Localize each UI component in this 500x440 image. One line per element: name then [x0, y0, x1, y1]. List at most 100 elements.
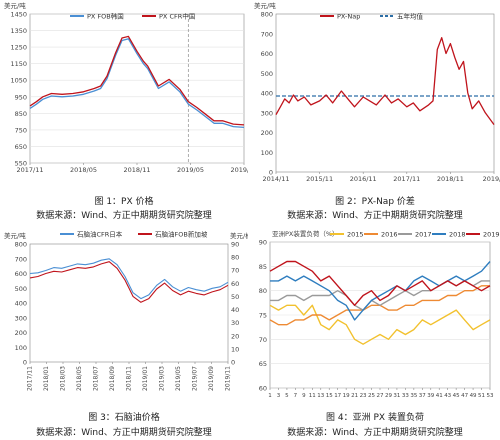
figure-1-caption: 图 1：PX 价格	[94, 197, 154, 207]
x-tick-label: 1	[268, 393, 272, 399]
y-right-tick-label: 10	[231, 345, 239, 353]
y-right-tick-label: 70	[231, 267, 239, 275]
x-tick-label: 13	[317, 393, 324, 399]
y-tick-label: 80	[259, 287, 267, 295]
y-tick-label: 0	[269, 169, 273, 177]
y-axis-unit: 美元/吨	[254, 1, 276, 10]
y-axis-unit: 美元/吨	[4, 231, 26, 240]
series-line-4	[269, 260, 491, 307]
x-tick-label: 45	[453, 393, 460, 399]
x-tick-label: 2016/11	[350, 175, 377, 183]
y-tick-label: 850	[15, 110, 27, 118]
y-tick-label: 300	[15, 314, 27, 322]
y-tick-label: 700	[15, 255, 27, 263]
x-tick-label: 39	[427, 393, 434, 399]
x-tick-label: 41	[436, 393, 443, 399]
y-tick-label: 300	[261, 109, 273, 117]
x-tick-label: 2019/1	[483, 175, 500, 183]
y-tick-label: 100	[261, 149, 273, 157]
y-tick-label: 600	[15, 270, 27, 278]
x-tick-label: 19	[343, 393, 350, 399]
legend-label: PX CFR中国	[159, 12, 195, 21]
y-right-axis-unit: 美元/桶	[230, 231, 248, 240]
y-tick-label: 500	[15, 285, 27, 293]
x-tick-label: 25	[368, 393, 375, 399]
x-tick-label: 49	[470, 393, 477, 399]
y-tick-label: 400	[261, 90, 273, 98]
series-line-0	[275, 37, 495, 125]
series-line-1	[29, 35, 245, 126]
plot-frame	[29, 13, 245, 164]
y-tick-label: 800	[15, 241, 27, 249]
y-right-tick-label: 40	[231, 306, 239, 314]
x-tick-label: 11	[309, 393, 316, 399]
x-tick-label: 17	[334, 393, 341, 399]
figure-4-caption: 图 4：亚洲 PX 装置负荷	[326, 413, 424, 423]
figure-2-caption: 图 2：PX-Nap 价差	[335, 197, 415, 207]
x-tick-label: 33	[402, 393, 409, 399]
figure-2: 0 100 200 300 400 500 600 700 800 美元/吨 2014/11 2015…	[250, 0, 500, 222]
x-tick-label: 2019/03	[159, 366, 166, 391]
legend-label: 2019	[483, 231, 500, 239]
legend-label: 2017	[415, 231, 432, 239]
series-line-3	[270, 261, 491, 321]
x-tick-label: 2018/05	[76, 366, 83, 391]
legend-label: PX FOB韩国	[87, 12, 124, 21]
x-tick-label: 2017/11	[27, 366, 34, 391]
y-tick-label: 650	[15, 143, 27, 151]
x-tick-label: 7	[294, 393, 298, 399]
y-tick-label: 75	[259, 312, 267, 320]
y-tick-label: 400	[15, 300, 27, 308]
y-tick-label: 1250	[10, 44, 27, 52]
legend-label: 石脑油FOB新加坡	[155, 230, 208, 239]
x-tick-label: 2018/01	[43, 366, 50, 391]
y-tick-label: 1350	[10, 27, 27, 35]
x-tick-label: 35	[410, 393, 417, 399]
x-tick-label: 2018/05	[70, 166, 97, 174]
y-tick-label: 65	[259, 360, 267, 368]
x-tick-label: 53	[487, 393, 494, 399]
y-tick-label: 90	[259, 239, 267, 247]
y-right-tick-label: 0	[231, 359, 235, 367]
y-tick-label: 700	[261, 30, 273, 38]
x-tick-label: 2019/09	[208, 366, 215, 391]
x-tick-label: 23	[360, 393, 367, 399]
y-right-tick-label: 30	[231, 319, 239, 327]
series-line-1	[29, 261, 229, 303]
x-tick-label: 51	[478, 393, 485, 399]
x-tick-label: 2017/11	[16, 166, 43, 174]
x-tick-label: 15	[326, 393, 333, 399]
figure-3-source: 数据来源：Wind、方正中期期货研究院整理	[36, 428, 212, 438]
x-tick-label: 27	[377, 393, 384, 399]
legend-label: 五年均值	[397, 12, 424, 21]
legend-label: 石脑油CFR日本	[77, 230, 123, 239]
x-tick-label: 2018/03	[60, 366, 67, 391]
x-tick-label: 2018/11	[123, 166, 150, 174]
x-tick-label: 9	[302, 393, 306, 399]
x-tick-label: 5	[285, 393, 289, 399]
x-tick-label: 2019/01	[142, 366, 149, 391]
y-tick-label: 800	[261, 11, 273, 19]
x-tick-label: 2018/07	[93, 366, 100, 391]
figure-2-source: 数据来源：Wind、方正中期期货研究院整理	[287, 211, 463, 221]
y-tick-label: 750	[15, 126, 27, 134]
naphtha-price-chart: 0 100 200 300 400 500 600 700 800 0 10 20 30 40 50 60 70…	[4, 230, 248, 391]
legend-label: 2018	[449, 231, 466, 239]
x-tick-label: 2015/11	[306, 175, 333, 183]
y-tick-label: 1150	[10, 60, 27, 68]
x-tick-label: 2019/05	[177, 166, 204, 174]
series-line-0	[29, 258, 229, 300]
y-right-tick-label: 90	[231, 241, 239, 249]
y-tick-label: 500	[261, 70, 273, 78]
legend-label: 2016	[381, 231, 398, 239]
y-tick-label: 950	[15, 93, 27, 101]
y-tick-label: 200	[15, 329, 27, 337]
x-tick-label: 2019/07	[192, 366, 199, 391]
y-tick-label: 550	[15, 160, 27, 168]
x-tick-label: 2018/11	[437, 175, 464, 183]
y-tick-label: 200	[261, 129, 273, 137]
x-tick-label: 47	[461, 393, 468, 399]
figure-4: 60 65 70 75 80 85 90 亚洲PX装置负荷（%） 1 3 5 7 9 11 13 15 17 19…	[250, 222, 500, 440]
x-tick-label: 2019/11	[225, 366, 232, 391]
y-tick-label: 70	[259, 336, 267, 344]
